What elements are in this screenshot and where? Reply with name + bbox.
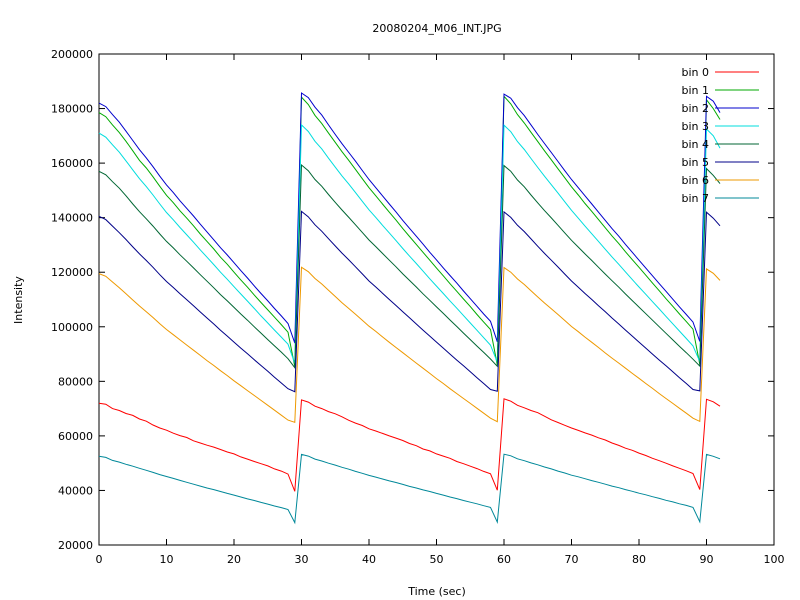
legend-label: bin 4: [681, 138, 709, 151]
legend-label: bin 6: [681, 174, 709, 187]
x-axis-label: Time (sec): [407, 585, 466, 598]
x-tick-label: 40: [362, 553, 376, 566]
x-tick-label: 20: [227, 553, 241, 566]
y-tick-label: 40000: [58, 484, 93, 497]
series-line: [98, 95, 721, 367]
y-tick-label: 160000: [51, 157, 93, 170]
y-tick-label: 60000: [58, 430, 93, 443]
y-tick-label: 200000: [51, 48, 93, 61]
x-tick-label: 80: [632, 553, 646, 566]
y-tick-label: 80000: [58, 375, 93, 388]
x-tick-label: 0: [96, 553, 103, 566]
series-line: [98, 123, 721, 364]
x-tick-label: 50: [430, 553, 444, 566]
y-tick-label: 100000: [51, 321, 93, 334]
series-line: [98, 163, 721, 370]
x-tick-label: 70: [565, 553, 579, 566]
axes: 0 10 20 30 40 50 60 70 80 90 100 20000 40000 60000 800…: [51, 48, 785, 566]
legend: bin 0 bin 1 bin 2 bin 3 bin 4 bin 5 bin 6 bin 7: [681, 66, 759, 205]
legend-label: bin 2: [681, 102, 709, 115]
series-line: [98, 453, 721, 525]
series-line: [98, 92, 721, 344]
y-tick-label: 140000: [51, 212, 93, 225]
y-tick-label: 120000: [51, 266, 93, 279]
series-layer: [98, 92, 721, 525]
x-tick-label: 60: [497, 553, 511, 566]
legend-label: bin 7: [681, 192, 709, 205]
series-line: [98, 398, 721, 492]
legend-label: bin 1: [681, 84, 709, 97]
y-tick-label: 180000: [51, 103, 93, 116]
y-axis-label: Intensity: [12, 276, 25, 324]
chart-title: 20080204_M06_INT.JPG: [372, 22, 501, 35]
series-line: [98, 266, 721, 423]
legend-label: bin 5: [681, 156, 709, 169]
y-tick-label: 20000: [58, 539, 93, 552]
x-tick-label: 10: [160, 553, 174, 566]
x-tick-label: 30: [295, 553, 309, 566]
series-line: [98, 210, 721, 393]
legend-label: bin 0: [681, 66, 709, 79]
legend-label: bin 3: [681, 120, 709, 133]
x-tick-label: 90: [700, 553, 714, 566]
x-tick-label: 100: [764, 553, 785, 566]
